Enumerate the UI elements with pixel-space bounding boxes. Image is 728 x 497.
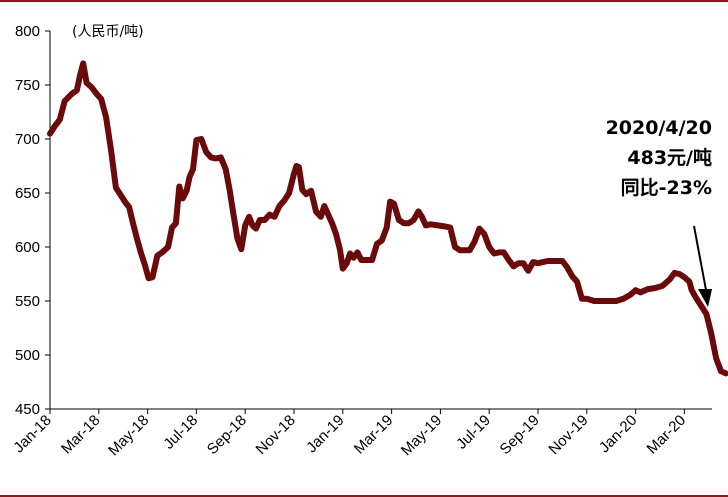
x-axis-ticks: Jan-18 Mar-18 May-18 Jul-18 Sep-18 Nov-18 Jan-… [10,409,689,459]
unit-label: (人民币/吨) [72,24,144,40]
y-tick-label: 600 [15,239,40,256]
y-tick-label: 800 [15,23,40,40]
y-tick-label: 750 [15,77,40,94]
axes [49,31,712,410]
x-tick-label: Jan-20 [596,412,640,456]
y-tick-label: 500 [15,347,40,364]
y-tick-label: 650 [15,185,40,202]
y-tick-label: 700 [15,131,40,148]
y-tick-label: 550 [15,293,40,310]
x-tick-label: Jan-18 [10,412,54,456]
annotation-yoy: 同比-23% [621,177,712,199]
series-line [47,60,728,377]
x-tick-label: Jul-18 [160,412,201,453]
annotation-price: 483元/吨 [627,146,712,169]
x-tick-label: Mar-18 [58,412,104,458]
x-tick-label: Mar-19 [351,412,397,458]
x-tick-label: Jul-19 [453,412,494,453]
x-tick-label: Nov-19 [545,412,591,458]
annotation-arrow [693,225,712,307]
y-axis-ticks: 450 500 550 600 650 700 750 800 [15,23,50,418]
y-tick-label: 450 [15,401,40,418]
x-tick-label: Sep-19 [497,412,543,458]
x-tick-label: Jan-19 [303,412,347,456]
x-tick-label: May-19 [398,412,445,459]
x-tick-label: Nov-18 [253,412,299,458]
x-tick-label: May-18 [105,412,152,459]
x-tick-label: Mar-20 [644,412,690,458]
annotation-date: 2020/4/20 [606,117,712,139]
x-tick-label: Sep-18 [204,412,250,458]
